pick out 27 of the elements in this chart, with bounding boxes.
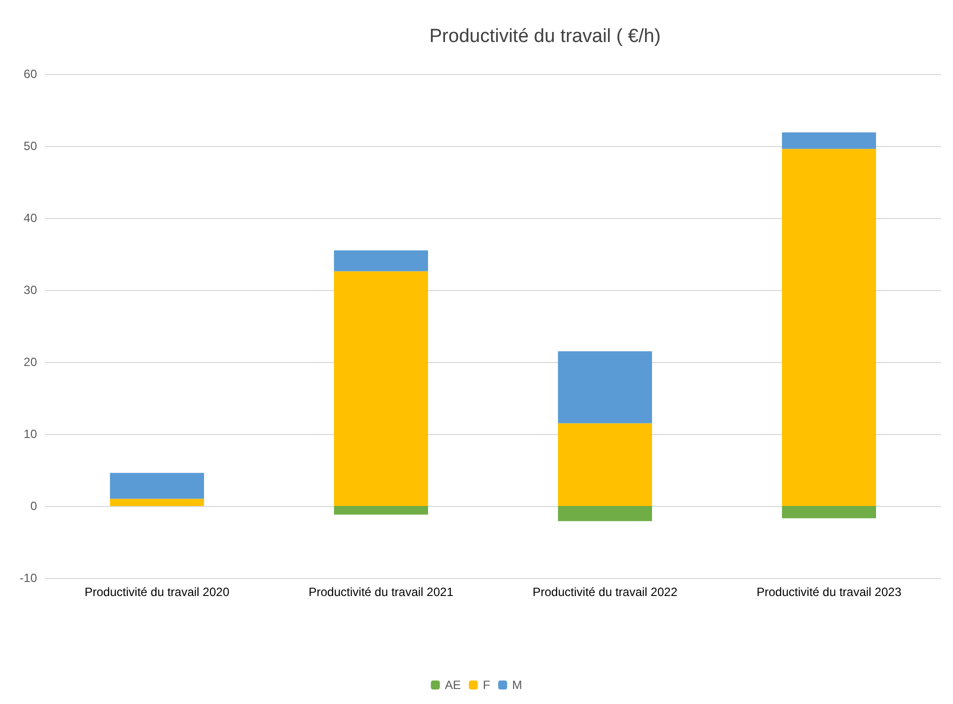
bar <box>782 148 876 506</box>
y-tick-label: 0 <box>30 499 38 513</box>
bar <box>334 271 428 506</box>
y-tick-label: 30 <box>24 283 38 297</box>
legend-label: AE <box>444 678 461 692</box>
bar <box>558 351 652 424</box>
x-tick-label: Productivité du travail 2021 <box>308 585 454 599</box>
chart-title: Productivité du travail ( €/h) <box>429 26 661 47</box>
legend-label: M <box>512 678 522 692</box>
bar <box>110 472 204 499</box>
y-tick-label: 50 <box>24 139 38 153</box>
bar <box>782 132 876 149</box>
bar <box>782 506 876 518</box>
y-tick-label: 20 <box>24 355 38 369</box>
bar <box>334 506 428 515</box>
legend-label: F <box>482 678 490 692</box>
x-tick-label: Productivité du travail 2020 <box>84 585 230 599</box>
bar <box>334 250 428 272</box>
y-tick-label: 40 <box>24 211 38 225</box>
x-tick-label: Productivité du travail 2023 <box>756 585 902 599</box>
y-tick-label: 10 <box>24 427 38 441</box>
bar <box>558 423 652 506</box>
y-tick-label: -10 <box>20 571 38 585</box>
y-tick-label: 60 <box>24 67 38 81</box>
bar <box>110 498 204 506</box>
x-tick-label: Productivité du travail 2022 <box>532 585 678 599</box>
bar <box>558 506 652 522</box>
